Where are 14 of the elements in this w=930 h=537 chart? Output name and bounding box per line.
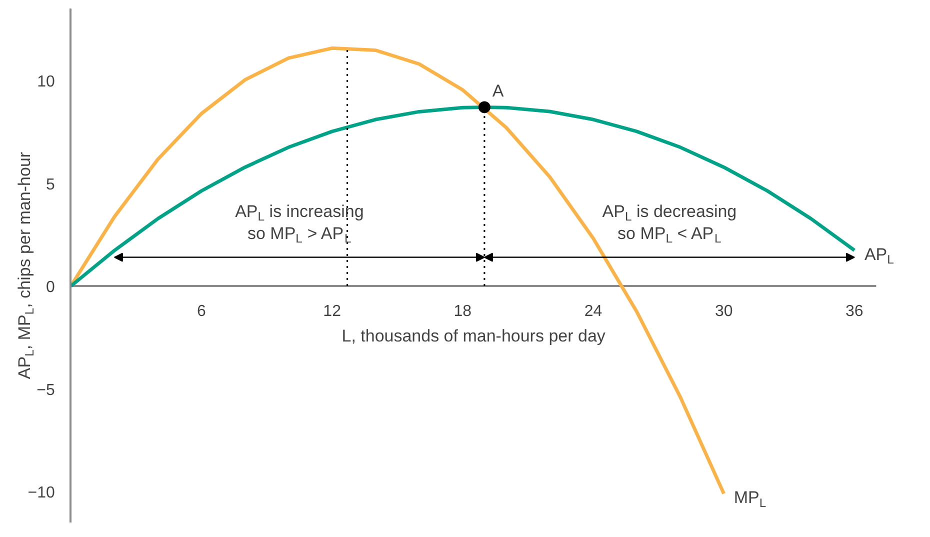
y-tick-label: 5 — [46, 176, 55, 194]
y-tick-label: 0 — [46, 279, 55, 296]
x-tick-label: 24 — [584, 303, 602, 320]
annotation: A — [492, 82, 504, 101]
x-tick-label: 12 — [323, 303, 342, 320]
x-tick-label: 36 — [846, 303, 864, 320]
y-tick-label: 10 — [37, 73, 55, 90]
x-tick-label: 30 — [714, 303, 733, 320]
y-axis-title: APL, MPL, chips per man-hour — [15, 152, 37, 380]
y-tick-label: −10 — [28, 484, 55, 502]
x-tick-label: 6 — [197, 303, 206, 320]
y-tick-label: −5 — [36, 382, 55, 399]
x-tick-label: 18 — [454, 303, 472, 320]
x-axis-title: L, thousands of man-hours per day — [342, 326, 606, 346]
